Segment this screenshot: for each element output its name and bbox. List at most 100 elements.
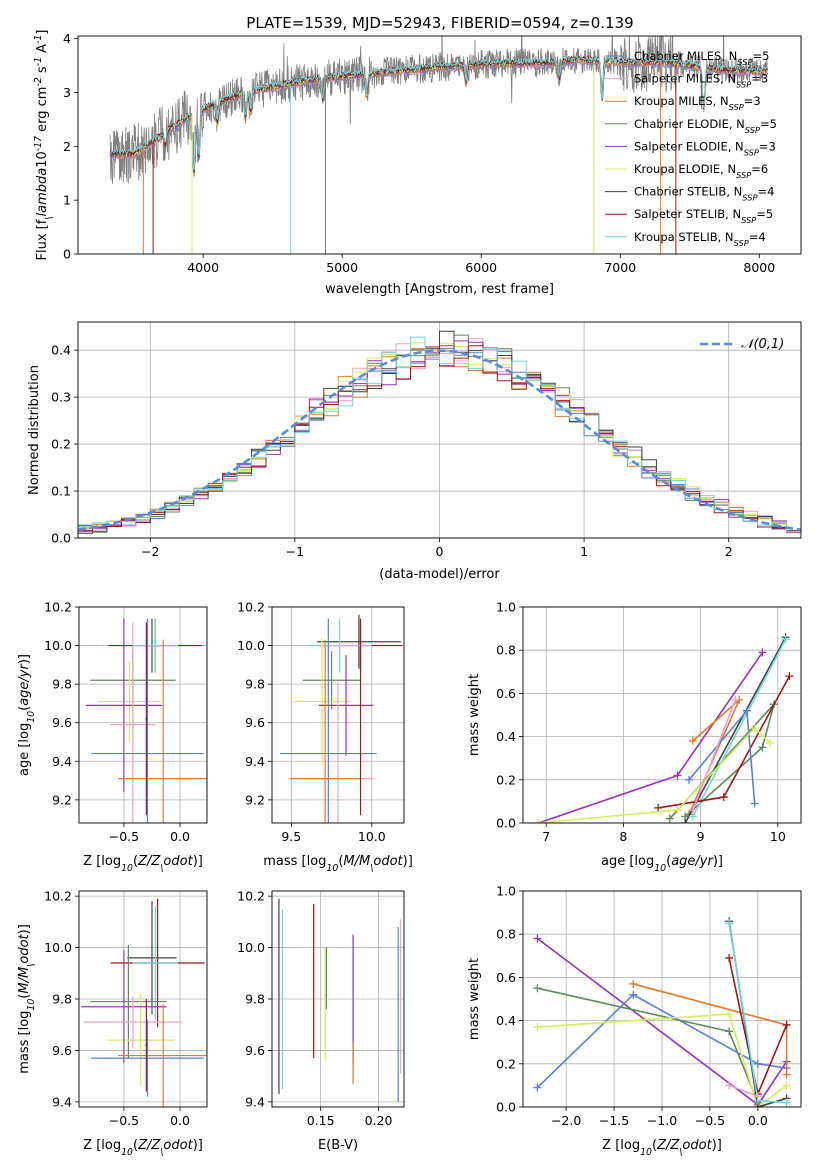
label-part: (	[133, 854, 138, 869]
label-part: 9.6	[52, 1043, 72, 1058]
mass-weight-marker	[758, 648, 767, 657]
mass-weight-line-8	[692, 699, 737, 811]
label-part: SSP	[744, 147, 759, 157]
label-part: 9.8	[52, 992, 72, 1007]
x-axis-label: Z [log10(Z/Z\odot)]	[83, 1138, 203, 1158]
mass-weight-marker	[731, 695, 740, 704]
label-part: mass [log	[263, 854, 326, 869]
label-part: 2	[63, 139, 71, 154]
label-part: 0.2	[496, 1056, 516, 1071]
x-tick-label: 7000	[604, 260, 636, 275]
y-axis-label: mass weight	[467, 958, 482, 1040]
label-part: Z/Z	[656, 1138, 680, 1153]
mass-weight-marker	[782, 1020, 791, 1029]
label-part: \	[160, 1147, 163, 1158]
label-part: 9.6	[245, 1043, 265, 1058]
legend-label: Kroupa STELIB, NSSP=4	[634, 230, 766, 248]
label-part: 10	[654, 863, 666, 874]
label-part: 9.4	[52, 1094, 72, 1109]
label-part: 1	[580, 544, 588, 559]
plot-area	[81, 898, 207, 1107]
model-spectrum-8	[109, 55, 768, 170]
x-axis-label: (data-model)/error	[379, 567, 500, 582]
label-part: Chabrier ELODIE, N	[634, 117, 745, 131]
y-tick-label: 10.0	[44, 638, 72, 653]
label-part: SSP	[736, 170, 751, 180]
y-tick-label: 9.4	[52, 754, 72, 769]
x-tick-label: 0.15	[307, 1113, 335, 1128]
label-part: 1.0	[496, 884, 516, 899]
y-tick-label: 9.6	[52, 1043, 72, 1058]
label-part: SSP	[742, 193, 757, 203]
legend-label: Chabrier STELIB, NSSP=4	[634, 185, 774, 203]
y-tick-label: 9.6	[245, 715, 265, 730]
y-tick-label: 10.2	[237, 600, 265, 615]
label-part: 10.0	[358, 829, 386, 844]
plot-area	[533, 917, 791, 1107]
y-tick-label: 0.6	[496, 686, 516, 701]
y-axis-label: Flux [f\lambda10-17 erg cm-2 s-1 A-1]	[33, 30, 55, 261]
mass-weight-marker	[782, 1070, 791, 1079]
label-part: 0.0	[170, 1113, 190, 1128]
y-tick-label: 0.6	[496, 970, 516, 985]
x-tick-label: 4000	[187, 260, 219, 275]
label-part: 9.4	[245, 754, 265, 769]
label-part: −2.0	[551, 1113, 581, 1128]
y-tick-label: 0.8	[496, 643, 516, 658]
axes-frame	[271, 890, 405, 1108]
label-part: )]	[17, 654, 32, 664]
label-part: SSP	[734, 238, 749, 248]
y-tick-label: 10.2	[44, 889, 72, 904]
label-part: 0.4	[496, 729, 516, 744]
x-tick-label: 0	[436, 544, 444, 559]
label-part: 0.2	[51, 437, 71, 452]
mass-weight-marker	[753, 1059, 762, 1068]
label-part: −1.0	[647, 1113, 677, 1128]
label-part: =6	[751, 162, 768, 176]
legend-label: Salpeter MILES, NSSP=3	[634, 72, 768, 90]
label-part: 10.2	[44, 600, 72, 615]
x-axis-label: Z [log10(Z/Z\odot)]	[83, 854, 203, 874]
label-part: SSP	[729, 102, 744, 112]
label-part: odot	[163, 1138, 193, 1153]
label-part: 9.6	[245, 715, 265, 730]
label-part: Flux [f	[35, 219, 50, 260]
label-part: (	[652, 1138, 657, 1153]
x-tick-label: 0.20	[365, 1113, 393, 1128]
y-tick-label: 3	[63, 85, 71, 100]
label-part: 0.6	[496, 970, 516, 985]
label-part: 0.0	[496, 1100, 516, 1115]
label-part: )]	[17, 924, 32, 934]
x-tick-label: 5000	[326, 260, 358, 275]
mass-weight-marker	[688, 806, 697, 815]
label-part: (	[666, 854, 671, 869]
x-tick-label: 8	[619, 829, 627, 844]
mass-weight-marker	[782, 1081, 791, 1090]
label-part: PLATE=1539, MJD=52943, FIBERID=0594, z=0…	[246, 14, 633, 32]
label-part: Chabrier MILES, N	[634, 49, 737, 63]
x-tick-label: 2	[725, 544, 733, 559]
label-part: −0.5	[695, 1113, 725, 1128]
y-tick-label: 0.2	[496, 772, 516, 787]
label-part: 9.8	[245, 677, 265, 692]
label-part: 0	[63, 247, 71, 262]
label-part: 10	[35, 151, 50, 168]
mass-weight-marker	[673, 771, 682, 780]
label-part: mass [log	[17, 1011, 32, 1074]
label-part: \	[679, 1147, 682, 1158]
label-part: 10.2	[237, 889, 265, 904]
label-part: 8	[619, 829, 627, 844]
y-tick-label: 0.3	[51, 390, 71, 405]
y-tick-label: 9.8	[245, 677, 265, 692]
label-part: mass weight	[467, 958, 482, 1040]
label-part: 10.0	[237, 638, 265, 653]
x-tick-label: 10	[770, 829, 786, 844]
legend-label: Salpeter STELIB, NSSP=5	[634, 207, 773, 225]
label-part: Z/Z	[137, 1138, 161, 1153]
mass-weight-marker	[688, 736, 697, 745]
y-tick-label: 0.0	[496, 1100, 516, 1115]
label-part: 0.0	[51, 531, 71, 546]
label-part: 4	[63, 31, 71, 46]
label-part: lambda	[35, 168, 50, 217]
y-tick-label: 1.0	[496, 884, 516, 899]
